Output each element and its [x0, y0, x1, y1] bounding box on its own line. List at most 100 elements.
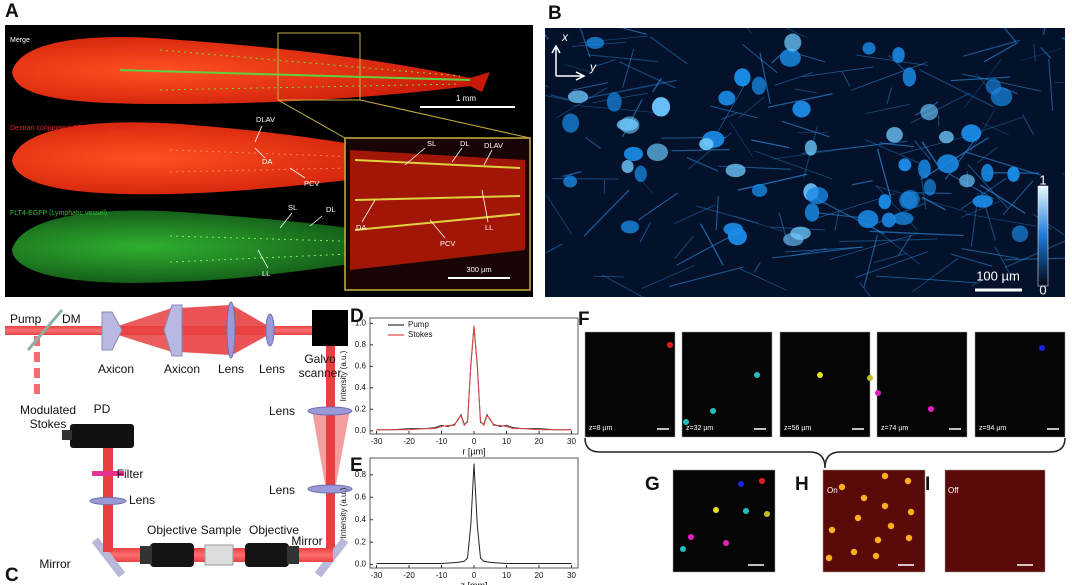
- dendrite: [754, 150, 833, 180]
- particle: [881, 472, 889, 480]
- soma: [616, 118, 639, 131]
- dendrite: [1054, 82, 1065, 84]
- image-frame: [584, 331, 676, 438]
- dendrite: [981, 122, 1009, 136]
- soma: [779, 48, 801, 67]
- soma: [567, 90, 589, 104]
- soma: [857, 210, 879, 229]
- dendrite: [950, 253, 993, 267]
- depth-label: z=56 µm: [784, 425, 811, 432]
- vessel-label: DLAV: [256, 115, 275, 124]
- depth-label: z=32 µm: [686, 425, 713, 432]
- particle: [754, 372, 760, 378]
- particle: [825, 554, 833, 562]
- dendrite: [715, 195, 719, 231]
- dendrite: [913, 140, 931, 161]
- panel-letter: A: [5, 1, 19, 22]
- panel-letter: G: [645, 474, 660, 495]
- particle: [854, 514, 862, 522]
- dendrite: [550, 94, 569, 100]
- dendrite: [969, 108, 997, 154]
- dendrite: [545, 95, 576, 103]
- optic-label: Mirror: [291, 534, 322, 548]
- soma: [981, 163, 994, 182]
- dendrite: [641, 265, 695, 289]
- dendrite: [652, 77, 662, 93]
- dendrite: [962, 73, 1041, 92]
- particle: [904, 477, 912, 485]
- dendrite: [920, 174, 927, 210]
- soma: [651, 97, 671, 117]
- soma: [751, 76, 766, 95]
- image-frame: [944, 469, 1046, 573]
- x-tick-label: 30: [567, 437, 576, 446]
- particle: [828, 526, 836, 534]
- dendrite: [864, 138, 928, 167]
- dendrite: [751, 139, 790, 149]
- image-frame: [876, 331, 968, 438]
- dendrite: [638, 192, 678, 221]
- dendrite: [595, 59, 616, 67]
- panel-letter: D: [350, 306, 364, 327]
- soma: [804, 203, 820, 222]
- particle: [887, 522, 895, 530]
- dendrite: [967, 164, 1009, 209]
- x-tick-label: 10: [502, 437, 511, 446]
- soma: [862, 42, 876, 55]
- particle: [850, 548, 858, 556]
- dendrite: [897, 235, 912, 257]
- particle: [683, 419, 689, 425]
- dendrite: [573, 82, 609, 91]
- depth-label: z=74 µm: [881, 425, 908, 432]
- soma: [937, 154, 959, 174]
- panel-letter: E: [350, 455, 363, 476]
- dendrite: [963, 39, 1021, 57]
- optic-label: Axicon: [98, 362, 134, 376]
- soma: [783, 232, 804, 247]
- dendrite: [1043, 28, 1046, 35]
- dendrite: [669, 266, 744, 287]
- dendrite: [812, 196, 885, 235]
- dendrite: [964, 151, 1042, 176]
- dendrite: [639, 222, 651, 243]
- dendrite: [593, 275, 625, 278]
- dendrite: [671, 148, 730, 152]
- scale-label: 100 µm: [976, 268, 1020, 283]
- soma: [1011, 225, 1029, 243]
- inset-vessel-label: DL: [460, 139, 470, 148]
- dendrite: [869, 230, 964, 237]
- axis-label: x: [561, 30, 569, 44]
- soma: [878, 194, 892, 210]
- soma: [990, 87, 1013, 107]
- soma: [734, 68, 751, 87]
- particle: [881, 502, 889, 510]
- inset-fish: [350, 150, 525, 270]
- plot-frame: [369, 457, 579, 569]
- soma: [961, 124, 982, 142]
- dendrite: [829, 233, 919, 260]
- dendrite: [960, 177, 1007, 210]
- particle: [764, 511, 770, 517]
- dendrite: [759, 52, 771, 105]
- particle: [874, 536, 882, 544]
- soma: [586, 36, 605, 49]
- soma: [898, 158, 912, 172]
- dendrite: [739, 268, 787, 291]
- galvo-label: Galvo scanner: [298, 352, 342, 380]
- dendrite: [964, 213, 1037, 227]
- optic-label: Lens: [269, 404, 295, 418]
- optic-label: DM: [62, 312, 81, 326]
- dendrite: [863, 234, 879, 288]
- x-tick-label: 0: [472, 571, 477, 580]
- dendrite: [918, 68, 994, 108]
- particle: [817, 372, 823, 378]
- image-frame: [974, 331, 1066, 438]
- particle: [907, 508, 915, 516]
- dendrite: [859, 282, 872, 297]
- inset-vessel-label: DLAV: [484, 141, 503, 150]
- soma: [792, 100, 811, 118]
- dendrite: [720, 112, 738, 121]
- y-axis-label: Intensity (a.u.): [339, 487, 348, 538]
- x-tick-label: -10: [436, 437, 448, 446]
- lymph-label: FLT4-EGFP (Lymphatic vessel): [10, 210, 107, 217]
